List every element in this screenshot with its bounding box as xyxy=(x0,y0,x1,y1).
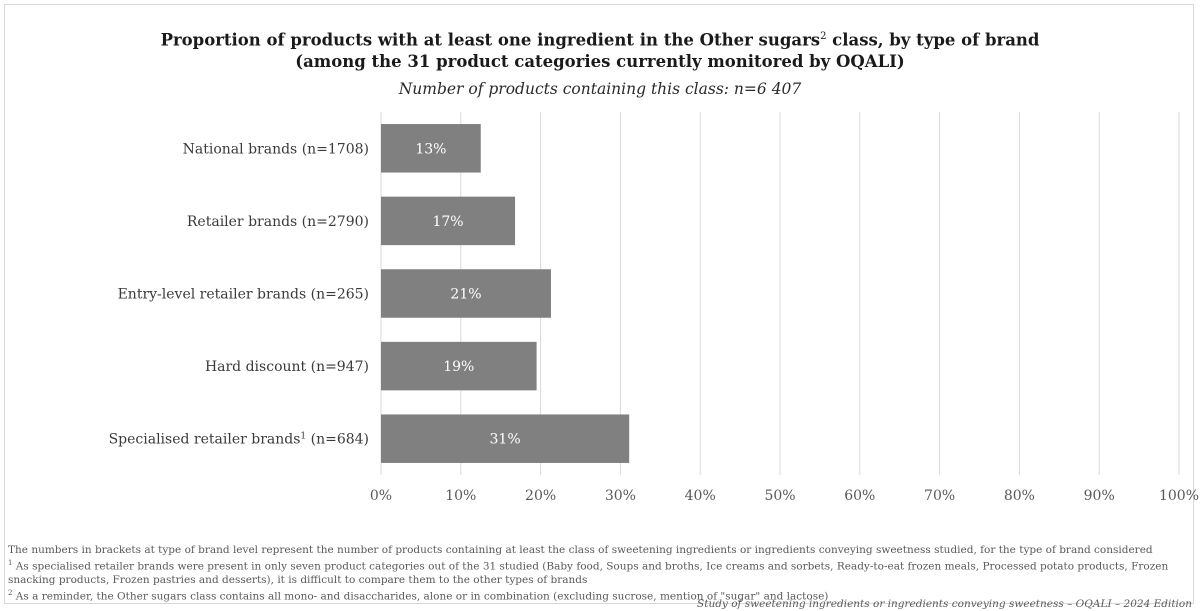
x-tick-label: 100% xyxy=(1159,488,1199,504)
x-tick-label: 70% xyxy=(924,488,955,504)
x-tick-label: 30% xyxy=(605,488,636,504)
data-label: 31% xyxy=(490,432,521,448)
footnote-1: 1 As specialised retailer brands were pr… xyxy=(8,557,1194,587)
data-label: 17% xyxy=(432,214,463,230)
category-label: Hard discount (n=947) xyxy=(205,359,369,375)
footnote-1-text: As specialised retailer brands were pres… xyxy=(8,561,1168,586)
category-label: National brands (n=1708) xyxy=(183,141,369,157)
x-tick-label: 0% xyxy=(370,488,392,504)
source-credit: Study of sweetening ingredients or ingre… xyxy=(697,598,1192,610)
x-axis-ticks: 0% 10% 20% 30% 40% 50% 60% 70% 80% 90% 100% xyxy=(370,488,1199,504)
category-labels: National brands (n=1708) Retailer brands … xyxy=(109,141,369,447)
x-tick-label: 40% xyxy=(685,488,716,504)
x-tick-label: 10% xyxy=(445,488,476,504)
category-label: Entry-level retailer brands (n=265) xyxy=(118,287,369,303)
x-tick-label: 20% xyxy=(525,488,556,504)
x-tick-label: 90% xyxy=(1084,488,1115,504)
x-tick-label: 50% xyxy=(764,488,795,504)
x-tick-label: 60% xyxy=(844,488,875,504)
bars: 13% 17% 21% 19% 31% xyxy=(381,124,629,463)
footnotes: The numbers in brackets at type of brand… xyxy=(8,544,1194,603)
data-label: 19% xyxy=(443,359,474,375)
data-label: 13% xyxy=(415,141,446,157)
category-label: Retailer brands (n=2790) xyxy=(187,214,369,230)
data-label: 21% xyxy=(450,287,481,303)
category-label: Specialised retailer brands1 (n=684) xyxy=(109,432,369,448)
footnote-main: The numbers in brackets at type of brand… xyxy=(8,544,1194,557)
x-tick-label: 80% xyxy=(1004,488,1035,504)
